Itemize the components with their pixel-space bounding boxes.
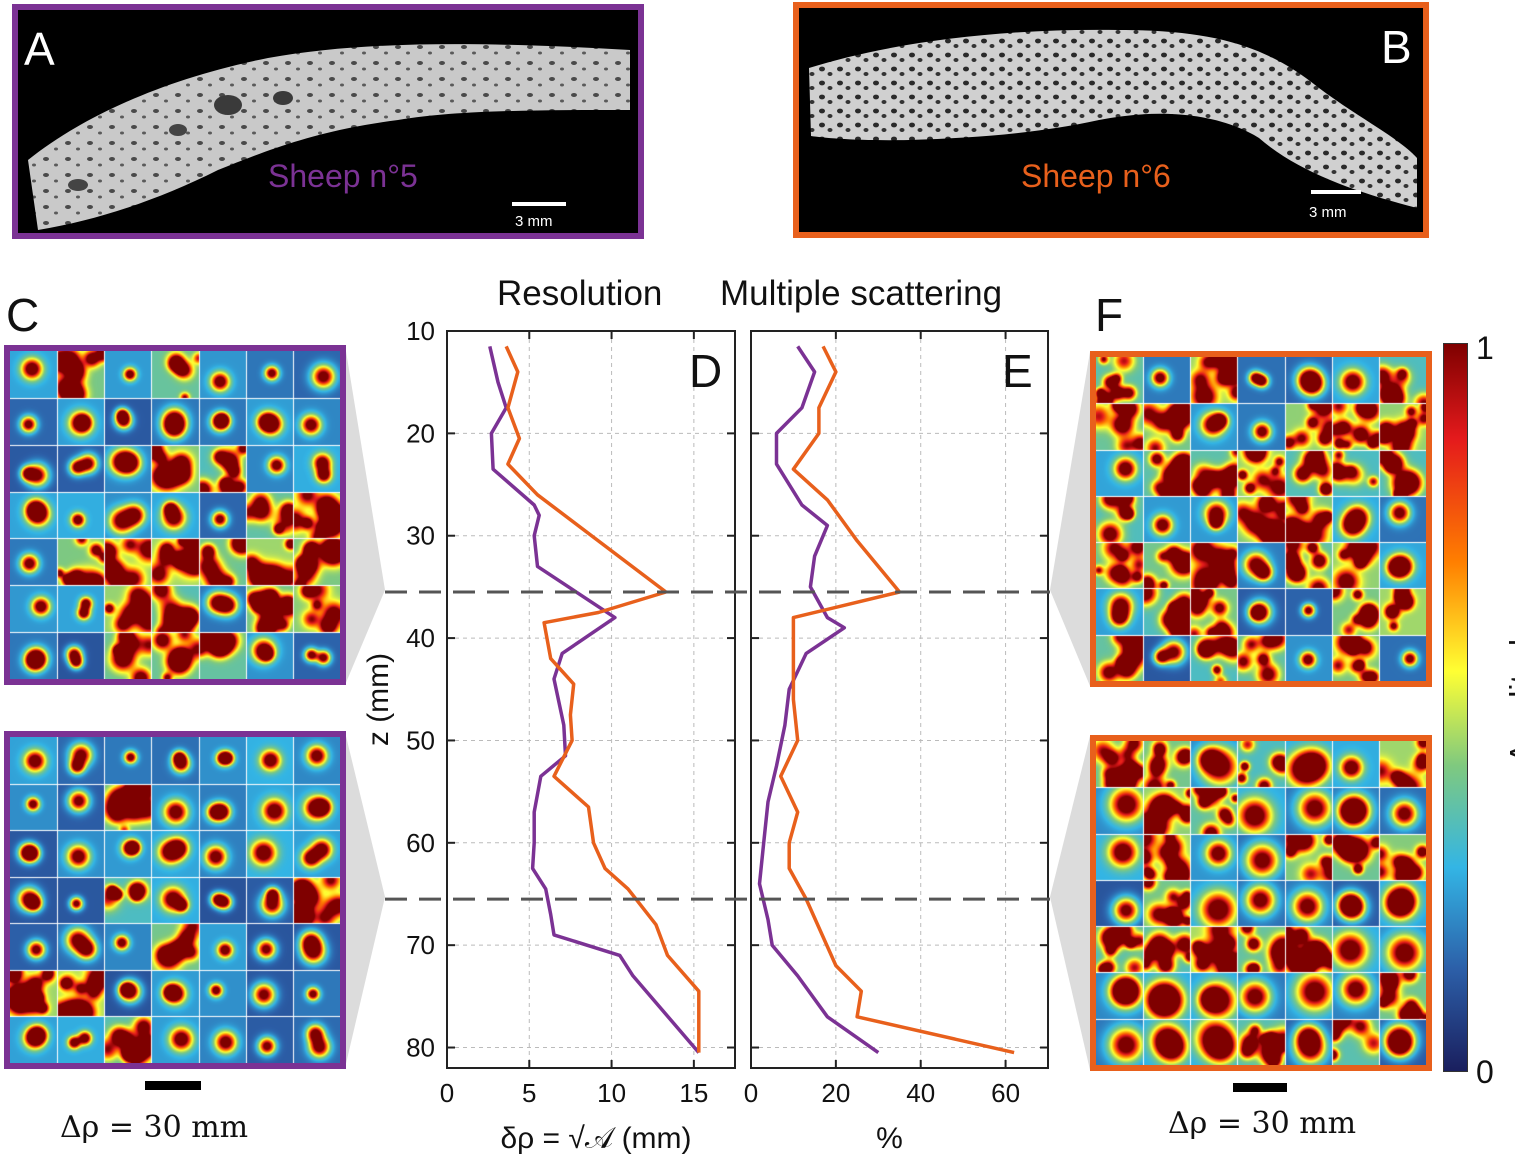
series-line-sheep5 [488,346,701,1054]
zoom-connector-f-bottom [1050,736,1090,1070]
series-line-sheep5 [757,345,880,1055]
y-axis-label: z (mm) [362,653,395,746]
psf-grid-canvas [10,737,340,1063]
x-tick-label: 20 [821,1078,850,1108]
chart-d: 0 5 10 15 10 20 30 40 50 60 70 80 Dδρ = √𝒜 (mm) z (mm… [362,316,736,1155]
bone-section-image-sheep-6 [809,29,1417,208]
y-tick-label: 20 [406,418,435,448]
series-line-sheep6 [504,345,701,1053]
y-tick-label: 10 [406,316,435,346]
panel-letter-a: A [24,23,55,75]
panel-letter-d: D [689,345,722,397]
scale-label-c: Δρ = 30 mm [60,1110,249,1145]
bone-section-image-sheep-5 [28,44,630,230]
psf-grid-canvas [1096,741,1426,1065]
chart-e: 0 20 40 60 E% [744,330,1049,1155]
y-tick-label: 30 [406,521,435,551]
scalebar-b-label: 3 mm [1309,204,1347,221]
scalebar-f [1233,1083,1287,1092]
multiple-scattering-heading: Multiple scattering [720,274,1003,313]
x-tick-label: 60 [991,1078,1020,1108]
micrograph-sheep-6: B Sheep n°6 3 mm [793,2,1429,238]
sheep-6-label: Sheep n°6 [1021,158,1171,194]
axes-frame [446,330,736,1069]
psf-grid-sheep5-shallow [4,345,346,685]
x-tick-label: 40 [906,1078,935,1108]
scalebar-b [1311,190,1361,194]
colorbar [1443,343,1468,1072]
scalebar-a-label: 3 mm [515,213,553,230]
series-line-sheep6 [778,345,1015,1055]
panel-letter-e: E [1002,345,1033,397]
y-tick-label: 80 [406,1033,435,1063]
psf-grid-sheep5-deep [4,731,346,1069]
colorbar-min-label: 0 [1476,1054,1494,1090]
x-tick-label: 0 [744,1078,758,1108]
x-tick-label: 10 [597,1078,626,1108]
y-tick-label: 70 [406,930,435,960]
y-tick-label: 40 [406,623,435,653]
zoom-connector-c-top [345,345,385,685]
x-axis-label: % [876,1122,903,1155]
x-tick-label: 0 [440,1078,454,1108]
scalebar-c [145,1081,201,1090]
x-tick-label: 15 [679,1078,708,1108]
zoom-connector-f-top [1050,352,1090,686]
x-axis-label: δρ = √𝒜 (mm) [500,1122,691,1155]
scale-label-f: Δρ = 30 mm [1168,1106,1357,1141]
y-tick-label: 50 [406,725,435,755]
psf-grid-canvas [1096,357,1426,681]
y-tick-label: 60 [406,828,435,858]
panel-letter-f: F [1095,289,1124,341]
scalebar-a [512,202,566,206]
psf-grid-sheep6-deep [1090,735,1432,1071]
x-tick-label: 5 [522,1078,536,1108]
psf-grid-canvas [10,351,340,679]
panel-letter-b: B [1381,21,1412,73]
resolution-heading: Resolution [497,274,663,313]
zoom-connector-c-bottom [345,732,385,1068]
colorbar-max-label: 1 [1476,330,1494,366]
sheep-5-label: Sheep n°5 [268,158,418,194]
panel-letter-c: C [6,289,40,341]
psf-grid-sheep6-shallow [1090,351,1432,687]
axes-frame [750,330,1049,1069]
micrograph-sheep-5: A Sheep n°5 3 mm [12,4,644,239]
